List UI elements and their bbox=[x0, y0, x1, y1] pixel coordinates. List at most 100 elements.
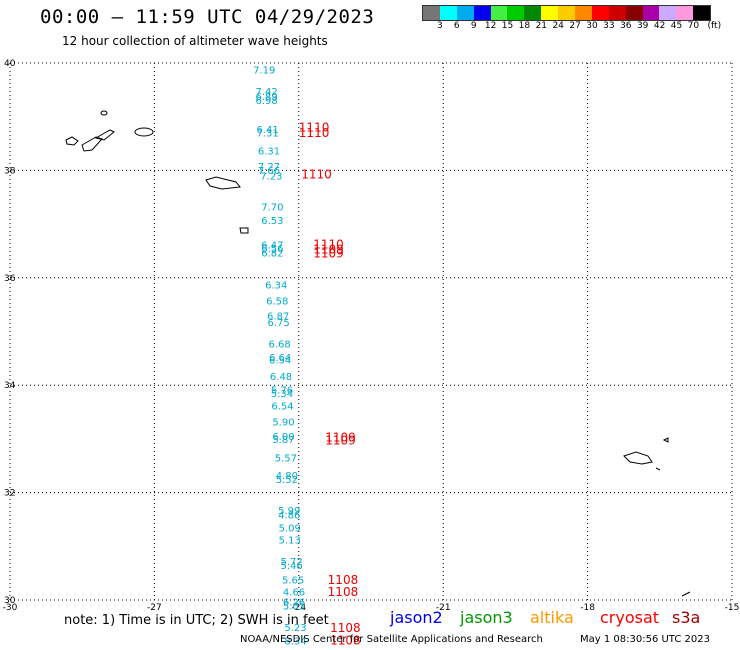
wave-height-label: 6.64 bbox=[269, 353, 291, 364]
island-shape bbox=[100, 110, 108, 116]
wave-height-label: 6.31 bbox=[258, 146, 280, 157]
color-swatch bbox=[625, 6, 643, 20]
generated-timestamp: May 1 08:30:56 UTC 2023 bbox=[580, 634, 710, 645]
island-shape bbox=[205, 176, 241, 190]
color-swatch bbox=[676, 6, 694, 20]
wave-height-label: 5.90 bbox=[272, 417, 294, 428]
color-scale-label: 27 bbox=[569, 21, 581, 31]
color-scale-label: 42 bbox=[653, 21, 666, 31]
satellite-legend-item: altika bbox=[530, 608, 574, 627]
wave-height-label: 6.75 bbox=[268, 318, 290, 329]
color-swatch bbox=[473, 6, 491, 20]
wave-height-label: 6.56 bbox=[261, 244, 283, 255]
wave-height-label: 6.00 bbox=[272, 432, 294, 443]
y-tick-label: 30 bbox=[4, 596, 16, 606]
wave-height-label: 6.26 bbox=[283, 597, 305, 608]
color-swatch bbox=[642, 6, 660, 20]
grid-lines bbox=[9, 62, 733, 601]
color-scale-label: 9 bbox=[470, 21, 477, 31]
cycle-number-label: 1110 bbox=[301, 167, 332, 181]
x-tick-label: -30 bbox=[3, 603, 18, 613]
color-scale-label: 6 bbox=[453, 21, 460, 31]
island-shape bbox=[655, 467, 661, 471]
wave-height-label: 6.47 bbox=[261, 240, 283, 251]
wave-height-label: 7.66 bbox=[258, 166, 280, 177]
wave-height-label: 8.34 bbox=[284, 637, 306, 648]
wave-height-label: 6.54 bbox=[271, 401, 293, 412]
y-tick-label: 36 bbox=[4, 274, 16, 284]
wave-height-label: 6.89 bbox=[255, 92, 277, 103]
color-scale-label: 18 bbox=[518, 21, 531, 31]
color-swatch bbox=[456, 6, 474, 20]
wave-height-label: 7.70 bbox=[261, 203, 283, 214]
wave-height-label: 5.01 bbox=[283, 602, 305, 613]
satellite-legend-item: s3a bbox=[672, 608, 701, 627]
wave-height-label: 4.86 bbox=[278, 510, 300, 521]
y-tick-label: 34 bbox=[4, 381, 16, 391]
island-shape bbox=[65, 136, 79, 146]
wave-height-label: 5.65 bbox=[282, 575, 304, 586]
island-shape bbox=[239, 227, 249, 234]
x-tick-label: -27 bbox=[147, 603, 162, 613]
wave-height-label: 6.53 bbox=[261, 216, 283, 227]
wave-height-label: 5.52 bbox=[276, 475, 298, 486]
cycle-number-label: 1109 bbox=[325, 433, 356, 447]
color-swatch bbox=[575, 6, 592, 20]
credit-text: NOAA/NESDIS Center for Satellite Applica… bbox=[240, 634, 543, 645]
color-swatch bbox=[591, 6, 609, 20]
cycle-number-label: 1108 bbox=[330, 634, 361, 648]
island-shape bbox=[94, 129, 115, 141]
color-swatch bbox=[423, 6, 440, 20]
color-scale-label: 33 bbox=[603, 21, 615, 31]
wave-height-label: 5.99 bbox=[278, 506, 300, 517]
island-shape bbox=[81, 136, 103, 152]
chart-subtitle: 12 hour collection of altimeter wave hei… bbox=[62, 34, 328, 48]
cycle-number-label: 1109 bbox=[325, 431, 356, 445]
wave-height-label: 5.34 bbox=[271, 389, 293, 400]
wave-height-label: 5.72 bbox=[281, 557, 303, 568]
color-scale-label: 15 bbox=[501, 21, 514, 31]
cycle-number-label: 1110 bbox=[299, 126, 330, 140]
satellite-legend-item: jason3 bbox=[460, 608, 513, 627]
color-swatch bbox=[693, 6, 711, 20]
wave-height-label: 7.19 bbox=[253, 66, 275, 77]
chart-title: 00:00 – 11:59 UTC 04/29/2023 bbox=[40, 6, 375, 28]
color-swatch bbox=[490, 6, 508, 20]
wave-height-label: 4.80 bbox=[276, 471, 298, 482]
wave-height-label: 6.58 bbox=[266, 297, 288, 308]
wave-height-label: 5.57 bbox=[275, 453, 297, 464]
x-tick-label: -15 bbox=[725, 603, 740, 613]
x-tick-label: -24 bbox=[291, 603, 306, 613]
cycle-number-label: 1108 bbox=[330, 621, 361, 635]
footer-note: note: 1) Time is in UTC; 2) SWH is in fe… bbox=[64, 613, 329, 628]
color-swatch bbox=[659, 6, 677, 20]
color-scale-label: 39 bbox=[636, 21, 649, 31]
x-tick-label: -21 bbox=[436, 603, 451, 613]
color-scale-label: (ft) bbox=[707, 21, 722, 31]
y-tick-label: 38 bbox=[4, 166, 16, 176]
wave-height-label: 7.27 bbox=[258, 162, 280, 173]
color-swatch bbox=[507, 6, 525, 20]
cycle-number-label: 1110 bbox=[313, 237, 344, 251]
color-scale-label: 21 bbox=[535, 21, 548, 31]
wave-height-label: 5.87 bbox=[272, 435, 294, 446]
wave-height-label: 7.23 bbox=[260, 172, 282, 183]
island-shape bbox=[134, 127, 154, 137]
wave-height-label: 5.13 bbox=[279, 536, 301, 547]
y-axis-labels: 30 32 34 36 38 40 bbox=[4, 59, 16, 606]
color-swatch bbox=[541, 6, 559, 20]
cycle-number-label: 1110 bbox=[299, 121, 330, 135]
cycle-number-label: 1109 bbox=[313, 246, 344, 260]
color-swatch bbox=[439, 6, 457, 20]
wave-height-label: 4.66 bbox=[283, 588, 305, 599]
wave-height-label: 7.42 bbox=[255, 87, 277, 98]
color-scale-label: 30 bbox=[586, 21, 598, 31]
y-tick-label: 32 bbox=[4, 489, 15, 499]
cycle-labels: 1110111011101110110911091109110911081108… bbox=[299, 121, 361, 648]
land-outlines bbox=[65, 110, 691, 597]
wave-height-label: 5.46 bbox=[281, 561, 303, 572]
satellite-legend-item: cryosat bbox=[600, 608, 660, 627]
color-scale-label: 24 bbox=[552, 21, 564, 31]
x-axis-labels: -30 -27 -24 -21 -18 -15 bbox=[3, 603, 740, 613]
cycle-number-label: 1108 bbox=[328, 573, 359, 587]
